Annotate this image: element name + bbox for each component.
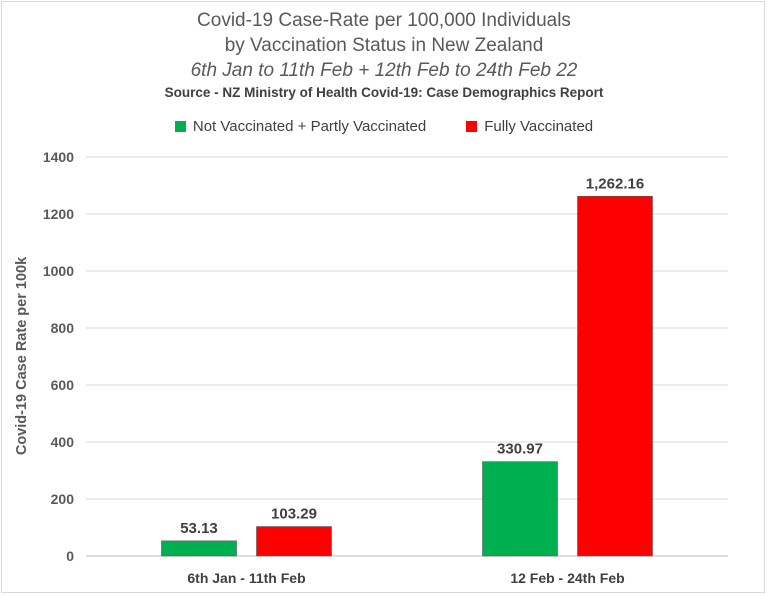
legend-label-not-vaccinated: Not Vaccinated + Partly Vaccinated (192, 118, 427, 135)
bar-0-0 (161, 540, 237, 557)
y-tick-label-1200: 1200 (43, 206, 74, 222)
y-tick-label-0: 0 (66, 548, 74, 564)
y-tick-label-1400: 1400 (43, 149, 74, 165)
legend-label-fully-vaccinated: Fully Vaccinated (484, 118, 594, 135)
chart-subtitle: 6th Jan to 11th Feb + 12th Feb to 24th F… (190, 60, 578, 81)
data-label-1-0: 330.97 (497, 441, 543, 458)
y-tick-label-600: 600 (51, 377, 75, 393)
data-label-0-1: 103.29 (271, 506, 317, 523)
chart-title-line-2: by Vaccination Status in New Zealand (224, 35, 544, 56)
data-labels: 53.13 103.29 330.97 1,262.16 (180, 175, 644, 537)
legend-swatch-not-vaccinated (174, 121, 186, 132)
x-category-label-0: 6th Jan - 11th Feb (187, 570, 305, 586)
legend-swatch-fully-vaccinated (466, 121, 478, 132)
y-tick-label-400: 400 (51, 434, 75, 450)
data-label-0-0: 53.13 (180, 520, 218, 537)
bar-0-1 (256, 526, 332, 557)
chart-source: Source - NZ Ministry of Health Covid-19:… (164, 85, 604, 100)
chart-legend: Not Vaccinated + Partly Vaccinated Fully… (0, 118, 768, 135)
legend-item-fully-vaccinated: Fully Vaccinated (466, 118, 593, 135)
bar-1-0 (482, 461, 558, 557)
bar-1-1 (577, 195, 653, 557)
x-category-label-1: 12 Feb - 24th Feb (510, 570, 624, 586)
legend-item-not-vaccinated: Not Vaccinated + Partly Vaccinated (174, 118, 427, 135)
y-tick-label-800: 800 (51, 320, 75, 336)
chart-title-line-1: Covid-19 Case-Rate per 100,000 Individua… (197, 10, 571, 31)
bars (161, 195, 653, 557)
chart-titles: Covid-19 Case-Rate per 100,000 Individua… (0, 8, 768, 103)
y-axis-label: Covid-19 Case Rate per 100k (14, 256, 30, 455)
y-tick-label-200: 200 (51, 491, 75, 507)
y-tick-label-1000: 1000 (43, 263, 74, 279)
x-axis-categories: 6th Jan - 11th Feb 12 Feb - 24th Feb (187, 570, 624, 586)
data-label-1-1: 1,262.16 (586, 175, 644, 192)
y-axis-ticks: 0 200 400 600 800 1000 1200 1400 (43, 149, 74, 564)
